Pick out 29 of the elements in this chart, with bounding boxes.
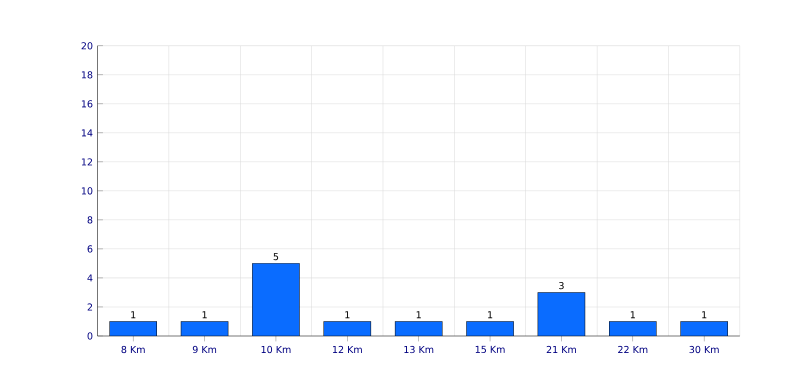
x-tick-label: 12 Km xyxy=(333,346,362,354)
data-label: 5 xyxy=(274,253,278,260)
data-label: 1 xyxy=(630,311,635,318)
x-tick-label: 9 Km xyxy=(192,346,216,354)
y-tick-label: 10 xyxy=(82,187,92,195)
y-tick-label: 12 xyxy=(82,158,92,166)
x-tick-label: 10 Km xyxy=(262,346,290,354)
y-tick-label: 16 xyxy=(82,100,92,108)
y-tick-label: 6 xyxy=(88,245,92,253)
x-tick-label: 30 Km xyxy=(690,346,719,354)
y-tick-label: 20 xyxy=(82,42,92,50)
y-tick-label: 4 xyxy=(87,274,92,282)
y-tick-label: 18 xyxy=(82,71,92,79)
x-tick-label: 21 Km xyxy=(546,346,576,354)
data-label: 1 xyxy=(416,311,421,318)
y-tick-label: 8 xyxy=(88,216,92,224)
x-tick-label: 13 Km xyxy=(404,346,434,354)
x-tick-label: 22 Km xyxy=(618,346,648,354)
x-tick-label: 8 Km xyxy=(122,346,145,354)
x-tick-label: 15 Km xyxy=(476,346,505,354)
data-label: 1 xyxy=(345,311,350,318)
y-tick-label: 0 xyxy=(88,332,92,340)
y-tick-label: 2 xyxy=(88,304,92,311)
data-label: 1 xyxy=(488,311,492,318)
data-label: 1 xyxy=(202,311,207,318)
data-label: 1 xyxy=(131,311,136,318)
data-label: 3 xyxy=(559,282,564,290)
y-tick-label: 14 xyxy=(82,130,92,136)
data-label: 1 xyxy=(702,311,706,318)
